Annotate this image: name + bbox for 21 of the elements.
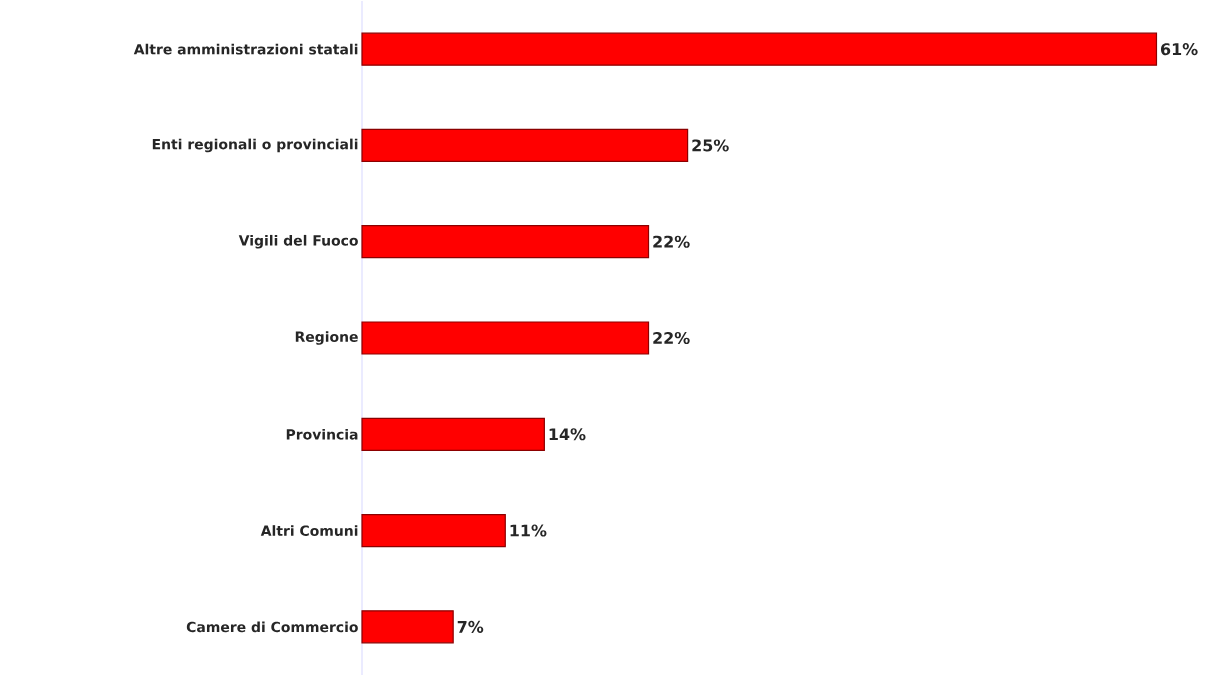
y-tick-label: Altri Comuni [260, 525, 358, 536]
data-label: 25% [692, 139, 729, 152]
bar [361, 32, 1158, 66]
bar [361, 513, 506, 548]
y-tick-label: Vigili del Fuoco [238, 234, 358, 249]
data-label: 22% [653, 331, 690, 345]
data-label: 61% [1160, 43, 1198, 56]
bar [361, 225, 650, 259]
data-label: 11% [510, 524, 547, 537]
data-label: 22% [653, 235, 690, 248]
data-label: 14% [549, 428, 586, 441]
y-tick-label: Regione [295, 331, 358, 345]
bar [361, 128, 689, 163]
y-tick-label: Enti regionali o provinciali [152, 138, 358, 153]
bar [361, 321, 650, 355]
bar [361, 610, 454, 644]
y-tick-label: Altre amministrazioni statali [133, 43, 358, 55]
bar [361, 417, 545, 451]
y-tick-label: Provincia [286, 428, 358, 440]
y-tick-label: Camere di Commercio [186, 621, 358, 633]
data-label: 7% [457, 620, 484, 633]
